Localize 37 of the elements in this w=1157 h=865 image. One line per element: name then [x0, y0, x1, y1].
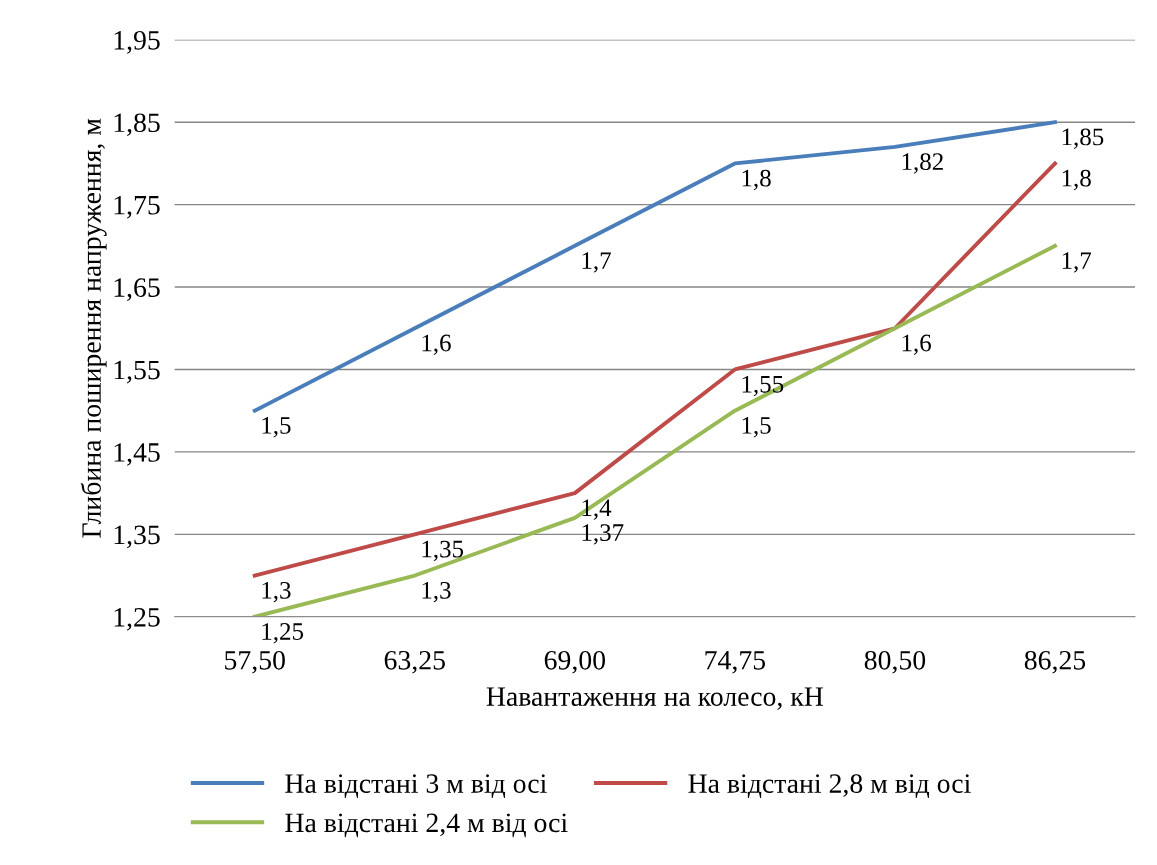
x-tick-label: 69,00 — [544, 650, 606, 674]
data-label: 1,5 — [262, 417, 291, 438]
x-tick-label: 86,25 — [1024, 650, 1086, 674]
legend-label: На відстані 2,8 м від осі — [688, 774, 971, 799]
x-axis-title: Навантаження на колесо, кН — [486, 687, 824, 710]
data-label: 1,7 — [1062, 252, 1092, 273]
data-label: 1,8 — [1062, 169, 1091, 191]
y-tick-label: 1,25 — [114, 607, 160, 631]
legend-label: На відстані 2,4 м від осі — [285, 813, 568, 838]
data-label: 1,85 — [1062, 128, 1104, 149]
y-tick-label: 1,55 — [114, 360, 160, 384]
legend-label: На відстані 3 м від осі — [285, 774, 547, 799]
y-tick-label: 1,65 — [114, 278, 160, 301]
data-label: 1,3 — [262, 581, 291, 603]
data-label: 1,82 — [902, 153, 943, 174]
y-tick-label: 1,75 — [114, 195, 160, 219]
x-tick-label: 57,50 — [225, 650, 285, 674]
data-label: 1,35 — [422, 540, 464, 562]
data-label: 1,5 — [742, 417, 771, 438]
y-axis-title: Глибина поширення напруження, м — [80, 118, 107, 538]
x-tick-label: 74,75 — [705, 651, 766, 674]
data-label: 1,6 — [422, 334, 451, 356]
data-label: 1,8 — [742, 169, 771, 191]
y-tick-label: 1,95 — [114, 31, 160, 54]
y-tick-label: 1,45 — [114, 443, 160, 466]
data-label: 1,6 — [902, 334, 931, 356]
data-label: 1,7 — [582, 252, 611, 273]
data-label: 1,25 — [262, 623, 304, 644]
x-tick-label: 80,50 — [864, 650, 926, 674]
y-tick-label: 1,35 — [114, 525, 160, 549]
data-label: 1,55 — [742, 375, 784, 397]
data-label: 1,3 — [422, 581, 451, 603]
line-series — [252, 243, 1057, 617]
data-label: 1,37 — [582, 524, 624, 545]
x-tick-label: 63,25 — [384, 650, 445, 674]
y-tick-label: 1,85 — [114, 113, 160, 137]
line-series — [252, 120, 1057, 413]
